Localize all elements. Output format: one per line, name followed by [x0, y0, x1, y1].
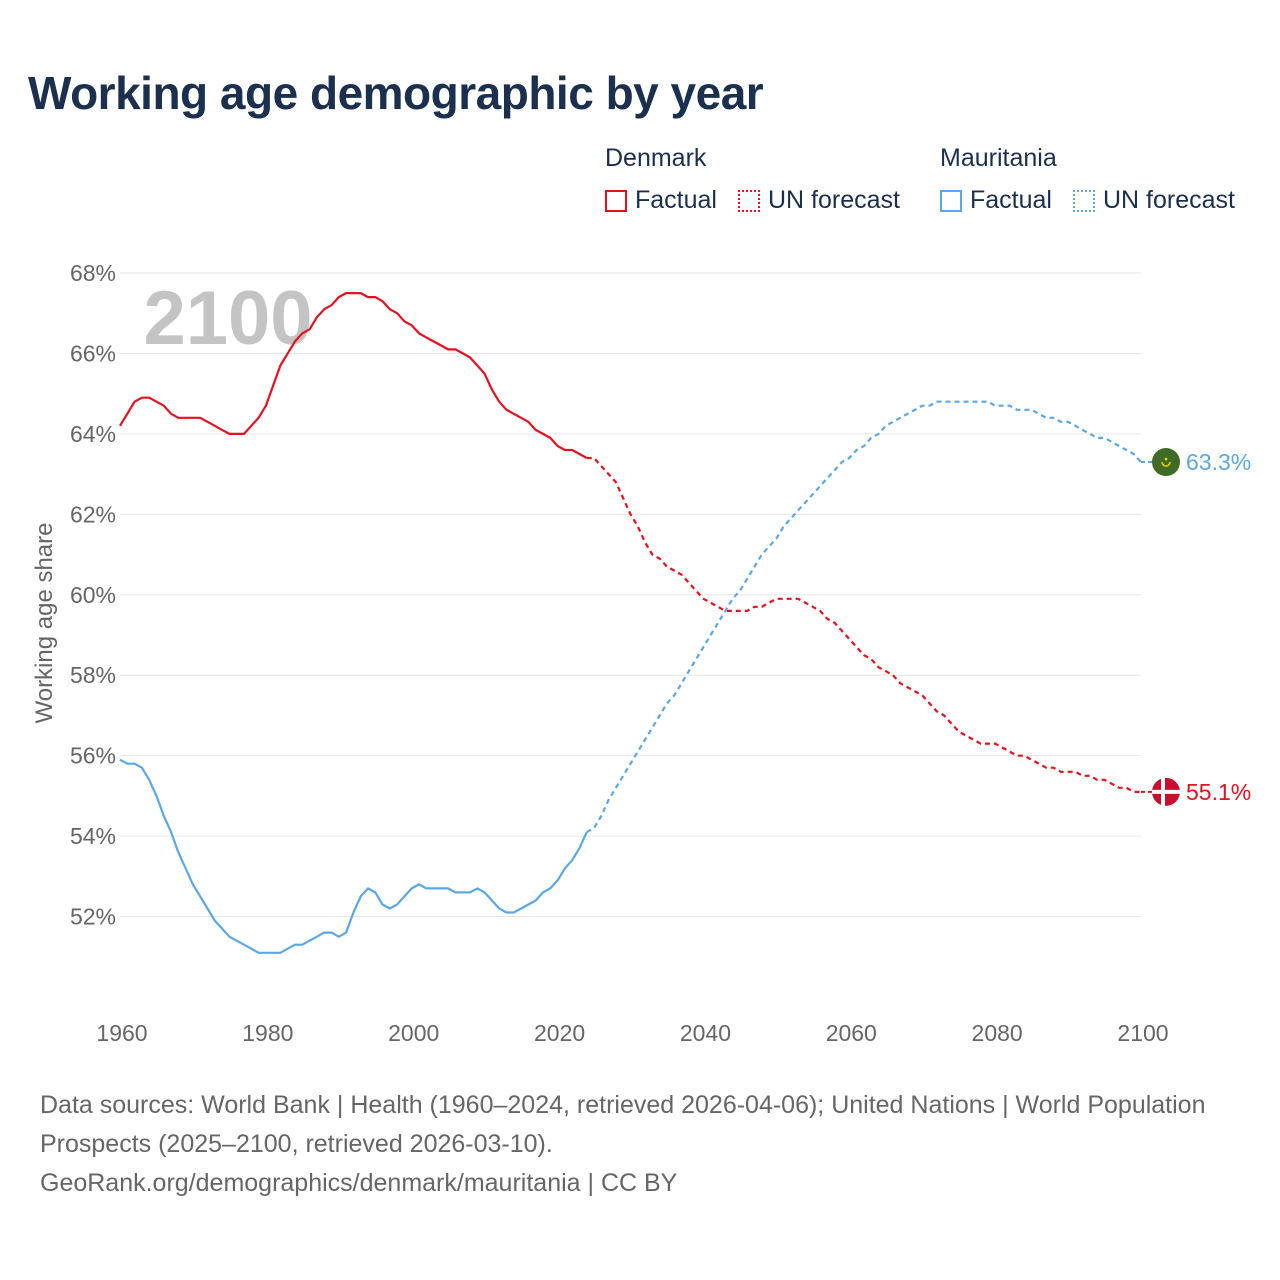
- y-tick-label: 54%: [70, 823, 116, 849]
- legend-mauritania-factual[interactable]: Factual: [940, 186, 1052, 215]
- x-tick-label: 2020: [534, 1020, 585, 1046]
- mauritania-forecast-line: [586, 400, 1142, 834]
- legend-swatch-solid-icon: [940, 189, 962, 212]
- flag-crescent: [1161, 461, 1171, 467]
- denmark-flag-icon: [1152, 777, 1180, 806]
- chart-title: Working age demographic by year: [28, 67, 764, 119]
- x-tick-label: 2040: [680, 1020, 731, 1046]
- y-tick-label: 68%: [70, 260, 116, 286]
- year-watermark: 2100: [143, 276, 312, 361]
- mauritania-factual-line: [119, 758, 588, 954]
- source-url[interactable]: GeoRank.org/demographics/denmark/maurita…: [40, 1169, 678, 1197]
- legend-denmark-forecast[interactable]: UN forecast: [738, 186, 900, 215]
- y-tick-label: 60%: [70, 582, 116, 608]
- y-tick-label: 52%: [70, 904, 116, 930]
- denmark-factual-line: [119, 292, 588, 459]
- y-tick-label: 58%: [70, 662, 116, 688]
- mauritania-end-value-label: 63.3%: [1186, 449, 1251, 475]
- y-tick-label: 62%: [70, 501, 116, 527]
- legend-mauritania-forecast[interactable]: UN forecast: [1073, 186, 1235, 215]
- legend-group-mauritania: Mauritania: [940, 144, 1057, 172]
- x-tick-label: 2060: [826, 1020, 877, 1046]
- data-sources: Data sources: World Bank | Health (1960–…: [40, 1091, 1206, 1158]
- legend-swatch-dotted-icon: [738, 189, 760, 212]
- line-chart: 52% 54% 56% 58% 60% 62% 64% 66% 68% 1960 1980 2000…: [31, 260, 1251, 1046]
- legend-label: Factual: [635, 186, 717, 214]
- x-tick-label: 2080: [972, 1020, 1023, 1046]
- flag-cross-horizontal: [1152, 789, 1180, 794]
- flag-star: [1164, 457, 1168, 461]
- legend-label: UN forecast: [1103, 186, 1235, 214]
- y-tick-label: 64%: [70, 421, 116, 447]
- x-tick-label: 2000: [388, 1020, 439, 1046]
- x-tick-label: 1960: [96, 1020, 147, 1046]
- y-tick-label: 66%: [70, 340, 116, 366]
- mauritania-flag-icon: [1152, 448, 1180, 477]
- legend-denmark-factual[interactable]: Factual: [605, 186, 717, 215]
- legend-group-denmark: Denmark: [605, 144, 707, 172]
- flag-disc: [1152, 448, 1180, 477]
- y-axis-label: Working age share: [31, 523, 58, 724]
- denmark-end-value-label: 55.1%: [1186, 779, 1251, 805]
- x-tick-label: 1980: [242, 1020, 293, 1046]
- x-tick-label: 2100: [1117, 1020, 1168, 1046]
- denmark-forecast-line: [586, 456, 1141, 793]
- y-tick-label: 56%: [70, 743, 116, 769]
- legend-label: UN forecast: [768, 186, 900, 214]
- legend-swatch-solid-icon: [605, 189, 627, 212]
- legend-label: Factual: [970, 186, 1052, 214]
- legend-swatch-dotted-icon: [1073, 189, 1095, 212]
